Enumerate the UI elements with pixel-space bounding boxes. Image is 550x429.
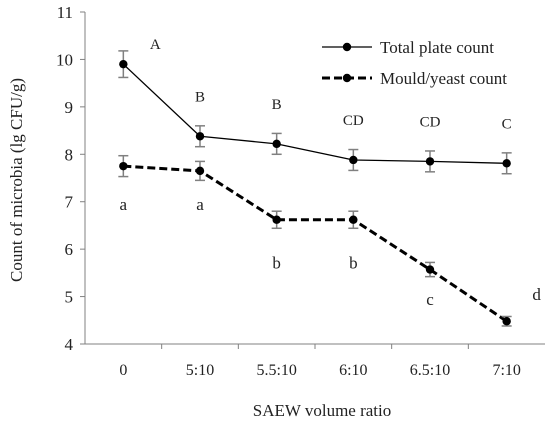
data-point xyxy=(425,265,435,274)
data-point xyxy=(502,159,511,168)
axes: 4 5 6 7 8 9 10 11 0 5:10 5.5:10 6:10 6.5:10 7:10 xyxy=(56,3,545,379)
data-point xyxy=(195,166,205,176)
y-tick-label: 4 xyxy=(65,335,74,354)
y-tick-label: 6 xyxy=(65,240,74,259)
letter-total-plate: CD xyxy=(420,114,441,130)
letter-total-plate: B xyxy=(195,89,205,105)
legend-label: Mould/yeast count xyxy=(380,69,507,88)
legend: Total plate count Mould/yeast count xyxy=(322,38,507,88)
y-tick-label: 10 xyxy=(56,50,73,69)
y-tick-label: 5 xyxy=(65,288,74,307)
data-point xyxy=(349,155,358,165)
legend-mould-yeast-count: Mould/yeast count xyxy=(322,69,507,88)
legend-marker xyxy=(342,42,352,52)
y-tick-label: 9 xyxy=(65,98,74,117)
significance-letters: A B B CD CD Ca a b b c d xyxy=(120,37,542,309)
legend-label: Total plate count xyxy=(380,38,494,57)
letter-mould-yeast: c xyxy=(426,290,434,309)
letter-total-plate: C xyxy=(502,116,512,132)
x-tick-label: 6:10 xyxy=(339,362,367,379)
data-point xyxy=(195,132,205,141)
data-point xyxy=(119,59,128,69)
x-tick-label: 6.5:10 xyxy=(410,362,450,379)
series-mould-yeast-count xyxy=(118,154,512,327)
data-point xyxy=(272,139,281,149)
series-line xyxy=(122,63,507,164)
letter-mould-yeast: b xyxy=(349,253,358,272)
y-tick-label: 8 xyxy=(65,145,74,164)
x-tick-label: 7:10 xyxy=(492,362,520,379)
legend-marker xyxy=(342,73,352,83)
x-tick-label: 0 xyxy=(119,362,127,379)
letter-total-plate: B xyxy=(272,97,282,113)
x-axis-label: SAEW volume ratio xyxy=(253,401,392,420)
data-point xyxy=(425,157,435,166)
letter-mould-yeast: d xyxy=(532,285,541,304)
letter-mould-yeast: a xyxy=(196,195,204,214)
series-total-plate-count xyxy=(118,50,512,175)
data-point xyxy=(349,215,358,224)
series-layer xyxy=(118,50,512,327)
letter-mould-yeast: b xyxy=(272,253,281,272)
letter-mould-yeast: a xyxy=(120,195,128,214)
y-tick-label: 7 xyxy=(65,193,74,212)
x-tick-label: 5:10 xyxy=(186,362,214,379)
legend-total-plate-count: Total plate count xyxy=(322,38,494,57)
letter-total-plate: CD xyxy=(343,113,364,129)
data-point xyxy=(272,215,281,224)
data-point xyxy=(502,317,511,326)
x-tick-label: 5.5:10 xyxy=(256,362,296,379)
y-tick-label: 11 xyxy=(57,3,73,22)
series-line xyxy=(123,164,508,323)
letter-total-plate: A xyxy=(150,37,161,53)
data-point xyxy=(119,161,128,171)
y-axis-label: Count of microbia (lg CFU/g) xyxy=(7,78,26,282)
